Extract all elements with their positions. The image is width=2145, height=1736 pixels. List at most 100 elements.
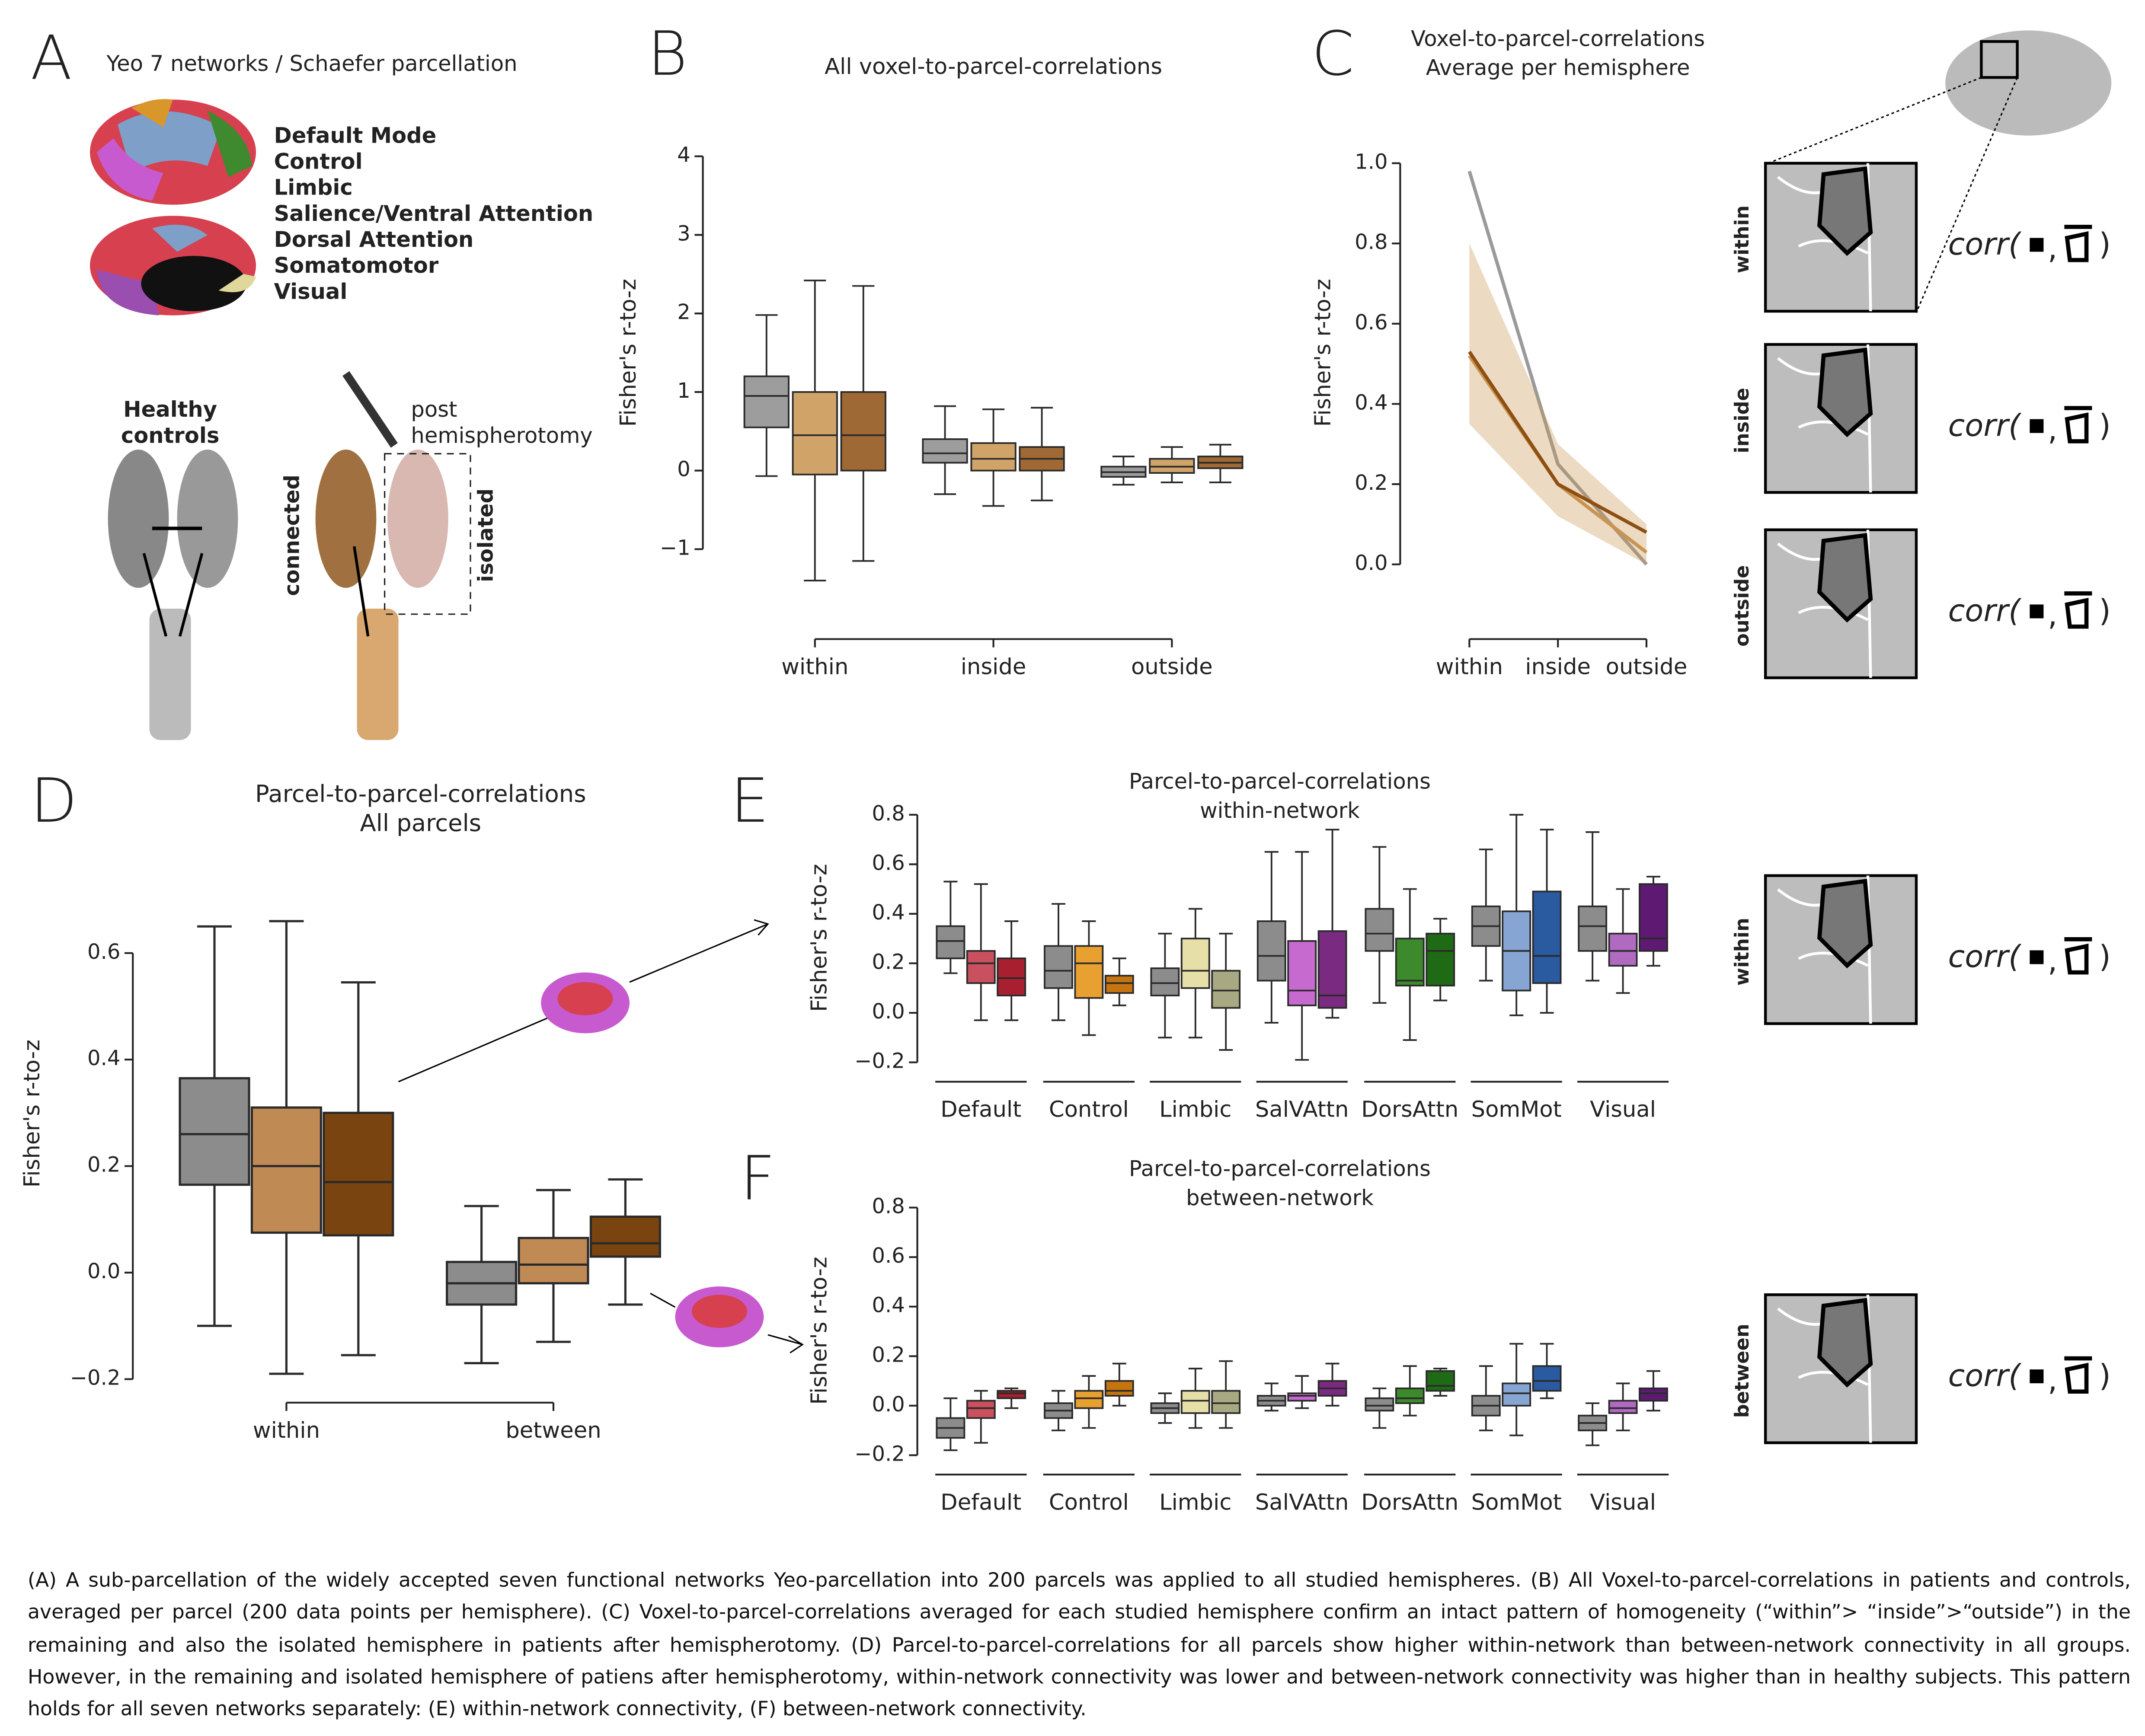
formula: , <box>2048 412 2057 447</box>
y-tick-label: 1.0 <box>1355 150 1387 174</box>
panel-letter: E <box>731 766 769 836</box>
box <box>1532 890 1562 984</box>
formula-icon <box>2030 604 2044 619</box>
y-tick-label: −1 <box>660 536 690 560</box>
formula: ) <box>2099 408 2110 443</box>
box <box>792 391 838 475</box>
formula-icon <box>2030 419 2044 433</box>
x-tick-label: Default <box>940 1489 1021 1515</box>
y-tick-label: 0.2 <box>872 1343 905 1367</box>
panel-letter: C <box>1312 19 1354 89</box>
formula-icon <box>2064 1356 2092 1394</box>
formula: corr( <box>1948 939 2022 974</box>
box <box>997 1390 1026 1399</box>
box <box>323 1111 394 1237</box>
y-tick-label: 0.8 <box>1355 230 1387 254</box>
y-tick-label: −0.2 <box>70 1366 121 1390</box>
y-tick-label: 0.6 <box>1355 310 1387 335</box>
y-tick-label: 4 <box>677 143 690 167</box>
y-tick-label: 0.2 <box>872 950 905 974</box>
y-tick-label: 0.4 <box>872 1293 905 1318</box>
figure-svg: within corr(,) inside corr(,) outside corr(,)… <box>19 19 2112 1515</box>
chart-title: Parcel-to-parcel-correlations <box>1129 1156 1431 1181</box>
parcel-region <box>1817 878 1873 969</box>
parcel-region <box>1817 166 1873 256</box>
x-tick-label: SalVAttn <box>1255 1489 1349 1515</box>
chart-title: Average per hemisphere <box>1426 55 1690 80</box>
box <box>1104 1380 1134 1397</box>
box <box>518 1237 589 1285</box>
panel-title: Yeo 7 networks / Schaefer parcellation <box>106 51 517 76</box>
group-label: isolated <box>473 488 498 582</box>
chart-title: between-network <box>1186 1185 1374 1210</box>
parcel-region <box>1817 1298 1873 1388</box>
box <box>250 1106 322 1234</box>
formula: , <box>2048 597 2057 633</box>
panel-letter: B <box>648 19 687 89</box>
box <box>997 957 1026 996</box>
x-tick-label: outside <box>1131 654 1213 680</box>
formula: , <box>2048 1362 2057 1398</box>
formula-icon <box>2030 950 2044 964</box>
box <box>936 925 965 959</box>
y-tick-label: 0.0 <box>1355 551 1387 575</box>
formula: ) <box>2099 227 2110 262</box>
formula: corr( <box>1948 593 2022 629</box>
box <box>1256 920 1286 982</box>
x-tick-label: Control <box>1049 1097 1129 1123</box>
box <box>1287 940 1317 1006</box>
x-tick-label: Default <box>940 1097 1021 1123</box>
y-axis-label: Fisher's r-to-z <box>806 864 832 1012</box>
box <box>922 438 968 464</box>
side-panels: within corr(,) inside corr(,) outside corr(,)… <box>1730 162 2111 1444</box>
x-tick-label: DorsAttn <box>1361 1489 1458 1515</box>
y-tick-label: 0.4 <box>872 900 905 925</box>
legend-entry: Dorsal Attention <box>274 227 474 252</box>
formula: corr( <box>1948 408 2022 443</box>
box <box>1287 1392 1317 1402</box>
box <box>1578 905 1608 952</box>
x-tick-label: inside <box>961 654 1026 680</box>
formula-icon <box>2064 591 2092 629</box>
box <box>966 950 996 984</box>
box <box>1608 1400 1638 1414</box>
formula-icon <box>2030 1369 2044 1383</box>
formula: , <box>2048 943 2057 979</box>
y-tick-label: 0 <box>677 457 690 482</box>
box <box>1074 1390 1104 1409</box>
legend-entry: Somatomotor <box>274 253 439 278</box>
box <box>1074 945 1104 999</box>
x-tick-label: Control <box>1049 1489 1129 1515</box>
formula: ) <box>2099 593 2110 629</box>
formula: ) <box>2099 939 2110 974</box>
y-tick-label: 0.4 <box>87 1046 120 1070</box>
box <box>1211 970 1241 1009</box>
formula-icon <box>2064 225 2092 262</box>
box <box>1426 1370 1455 1392</box>
side-label: outside <box>1730 565 1753 647</box>
chart-title: All parcels <box>360 809 482 836</box>
x-tick-label: within <box>781 654 848 680</box>
y-tick-label: 0.8 <box>872 801 905 826</box>
formula-icon <box>2030 238 2044 252</box>
side-label: between <box>1730 1324 1753 1418</box>
box <box>1532 1365 1562 1392</box>
y-axis-label: Fisher's r-to-z <box>615 279 641 427</box>
box <box>1180 938 1210 989</box>
x-tick-label: inside <box>1525 654 1591 680</box>
box <box>1044 945 1073 989</box>
side-label: within <box>1730 918 1753 986</box>
formula-icon <box>2064 406 2092 444</box>
panel-letter: D <box>30 766 77 836</box>
group-label: connected <box>280 475 304 596</box>
y-tick-label: 0.6 <box>87 940 120 964</box>
group-label: post <box>411 397 457 422</box>
x-tick-label: Limbic <box>1159 1097 1231 1123</box>
box <box>1502 1382 1531 1407</box>
side-label: inside <box>1730 388 1753 453</box>
box <box>966 1400 996 1419</box>
chart-title: within-network <box>1200 798 1360 823</box>
y-tick-label: 0.2 <box>1355 471 1387 495</box>
side-label: within <box>1730 205 1753 273</box>
